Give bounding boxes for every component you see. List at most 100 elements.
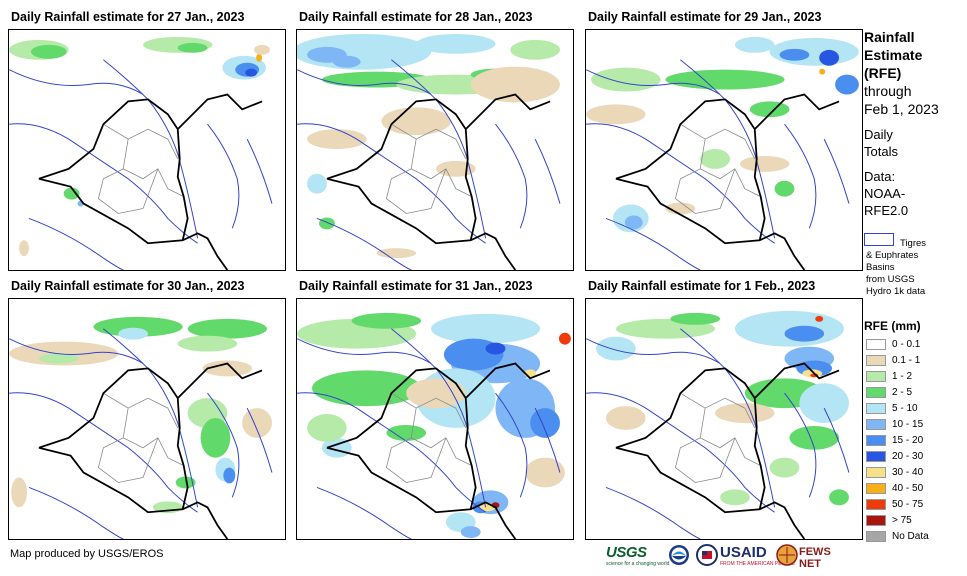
legend-swatch [866, 467, 886, 478]
rainfall-area [307, 414, 347, 442]
rainfall-area [525, 457, 565, 488]
legend-label: > 75 [892, 515, 912, 526]
legend-swatch [866, 531, 886, 542]
legend-swatch [866, 355, 886, 366]
rainfall-area [460, 526, 481, 539]
legend-swatch [866, 499, 886, 510]
legend-label: 30 - 40 [892, 467, 924, 478]
province-boundary [674, 392, 761, 483]
info-through-date: Feb 1, 2023 [864, 101, 939, 117]
basin-river-line [391, 59, 487, 239]
rainfall-area [318, 217, 335, 230]
rainfall-area [406, 378, 466, 409]
legend-label: 20 - 30 [892, 451, 924, 462]
basin-river-line [586, 338, 721, 364]
basin-line5: Hydro 1k data [866, 286, 926, 297]
basin-river-line [605, 486, 701, 539]
rainfall-area [835, 74, 859, 95]
info-data-source2: RFE2.0 [864, 203, 909, 218]
basin-river-line [28, 217, 124, 270]
rainfall-area [485, 342, 506, 355]
rainfall-area [470, 66, 560, 103]
noaa-seal-icon [669, 545, 689, 565]
basin-river-line [391, 328, 487, 508]
legend-label: 1 - 2 [892, 371, 913, 382]
rainfall-map [296, 29, 574, 271]
rainfall-area [332, 55, 361, 68]
basin-river-line [246, 138, 273, 204]
legend-swatch [866, 403, 886, 414]
basin-river-line [316, 486, 412, 539]
panel-30-jan: Daily Rainfall estimate for 30 Jan., 202… [8, 279, 286, 541]
rainfall-area [242, 408, 272, 438]
rainfall-area [665, 69, 785, 90]
legend-label: 2 - 5 [892, 387, 913, 398]
noaa-logo [668, 544, 690, 571]
rainfall-area [177, 335, 238, 352]
info-title-line2: Estimate [864, 47, 923, 63]
province-boundary [385, 123, 472, 214]
basin-river-line [9, 338, 144, 364]
basin-river-line [9, 392, 198, 513]
fews-globe-icon [776, 544, 798, 566]
usaid-seal-icon [696, 544, 718, 566]
rainfall-area [558, 332, 571, 345]
rainfall-area [779, 48, 810, 61]
rainfall-map [585, 29, 863, 271]
map-svg [586, 310, 850, 539]
rainfall-area [510, 39, 560, 60]
legend-swatch [866, 483, 886, 494]
panel-29-jan: Daily Rainfall estimate for 29 Jan., 202… [585, 10, 863, 272]
rainfall-area [19, 240, 29, 257]
rainfall-area [351, 312, 422, 329]
basin-line3: Basins [866, 262, 895, 273]
rainfall-area [118, 327, 148, 340]
rainfall-area [815, 315, 824, 322]
legend-label: 15 - 20 [892, 435, 924, 446]
rainfall-map [296, 298, 574, 540]
basin-river-line [534, 407, 561, 473]
rainfall-area [200, 418, 231, 458]
basin-river-line [9, 69, 144, 95]
usgs-logo-text: USGS [606, 544, 647, 561]
rainfall-area [769, 457, 800, 478]
rainfall-area [312, 370, 422, 407]
panel-title: Daily Rainfall estimate for 1 Feb., 2023 [588, 279, 816, 293]
rainfall-area [784, 325, 825, 342]
rainfall-area [789, 425, 840, 450]
country-border [326, 93, 551, 270]
rainfall-area [256, 53, 263, 62]
info-daily: Daily [864, 127, 893, 142]
basin-river-line [297, 123, 486, 244]
rainfall-area [175, 476, 196, 489]
rainfall-area [774, 180, 795, 197]
basin-river-line [605, 217, 701, 270]
usaid-logo-tagline: FROM THE AMERICAN PEOPLE [720, 561, 795, 567]
panel-title: Daily Rainfall estimate for 29 Jan., 202… [588, 10, 822, 24]
rainfall-area [829, 489, 849, 506]
rainfall-area [819, 49, 840, 66]
basin-river-line [103, 59, 199, 239]
rainfall-area [586, 104, 646, 125]
usaid-logo-text: USAID [720, 544, 767, 561]
fews-net-logo-text: FEWS NET [799, 546, 831, 570]
map-info: Rainfall Estimate (RFE) through Feb 1, 2… [864, 28, 964, 219]
basin-river-line [495, 392, 528, 498]
basin-legend-swatch [864, 233, 894, 246]
rainfall-area [431, 313, 541, 344]
basin-line4: from USGS [866, 274, 915, 285]
panel-title: Daily Rainfall estimate for 27 Jan., 202… [11, 10, 245, 24]
basin-river-line [534, 138, 561, 204]
rainfall-area [715, 403, 775, 423]
province-boundary [385, 392, 472, 483]
country-border [38, 362, 263, 539]
province-boundary [674, 123, 761, 214]
panel-27-jan: Daily Rainfall estimate for 27 Jan., 202… [8, 10, 286, 272]
rainfall-area [223, 467, 236, 484]
basin-river-line [823, 138, 850, 204]
country-border [615, 362, 840, 539]
rainfall-area [307, 173, 327, 194]
rainfall-area [670, 312, 721, 325]
basin-river-line [297, 69, 432, 95]
basin-river-line [297, 392, 486, 513]
